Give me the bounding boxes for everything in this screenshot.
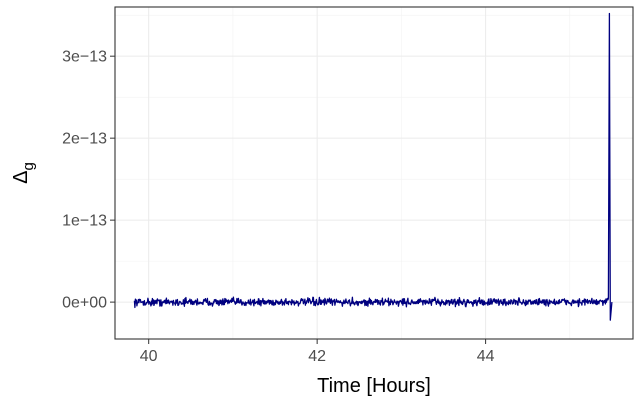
y-axis-title-main: Δ (10, 170, 32, 183)
x-tick-label: 44 (477, 348, 495, 365)
y-axis-title: Δg (10, 162, 37, 184)
plot-panel-border (114, 6, 634, 340)
y-axis-title-subscript: g (20, 162, 37, 170)
x-tick-label: 40 (140, 348, 158, 365)
major-gridlines (115, 7, 633, 339)
y-tick-label: 1e−13 (62, 213, 107, 230)
y-tick-label: 2e−13 (62, 131, 107, 148)
minor-gridlines (115, 7, 633, 339)
y-tick-label: 0e+00 (62, 295, 107, 312)
x-axis-ticks: 40 42 44 (140, 339, 495, 365)
x-axis-title: Time [Hours] (317, 375, 431, 397)
y-tick-label: 3e−13 (62, 49, 107, 66)
y-axis-ticks: 0e+00 1e−13 2e−13 3e−13 (62, 49, 115, 312)
data-series-line (133, 12, 613, 321)
x-tick-label: 42 (308, 348, 326, 365)
